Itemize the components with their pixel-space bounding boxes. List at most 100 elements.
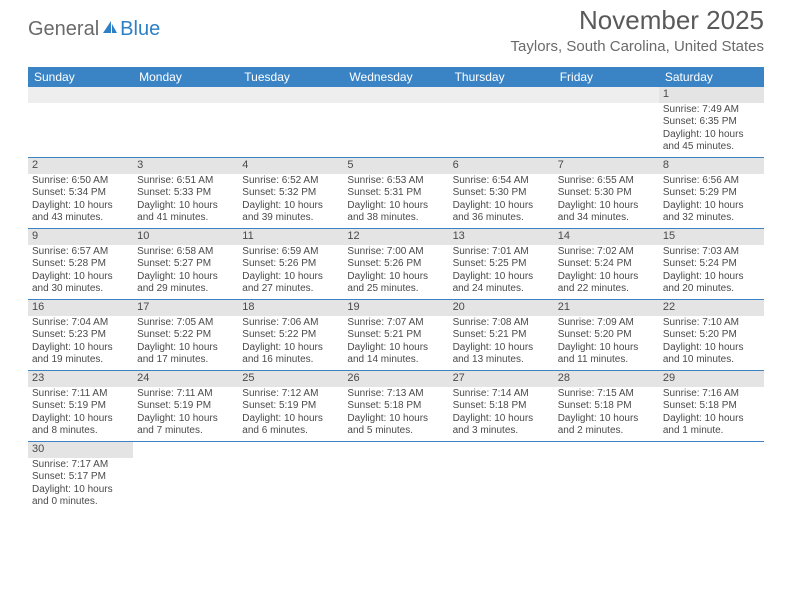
day-number: 22 <box>659 300 764 316</box>
day-number: 3 <box>133 158 238 174</box>
day-cell: 21Sunrise: 7:09 AMSunset: 5:20 PMDayligh… <box>554 300 659 370</box>
day-cell: 6Sunrise: 6:54 AMSunset: 5:30 PMDaylight… <box>449 158 554 228</box>
sunset-line: Sunset: 5:34 PM <box>32 187 129 200</box>
day-number: 6 <box>449 158 554 174</box>
sunrise-line: Sunrise: 6:51 AM <box>137 175 234 188</box>
daylight-line: Daylight: 10 hours and 11 minutes. <box>558 342 655 367</box>
empty-day-cell <box>343 87 448 157</box>
day-cell: 19Sunrise: 7:07 AMSunset: 5:21 PMDayligh… <box>343 300 448 370</box>
daylight-line: Daylight: 10 hours and 29 minutes. <box>137 271 234 296</box>
day-cell: 22Sunrise: 7:10 AMSunset: 5:20 PMDayligh… <box>659 300 764 370</box>
sunset-line: Sunset: 5:24 PM <box>663 258 760 271</box>
day-cell: 1Sunrise: 7:49 AMSunset: 6:35 PMDaylight… <box>659 87 764 157</box>
sunrise-line: Sunrise: 7:13 AM <box>347 388 444 401</box>
week-row: 30Sunrise: 7:17 AMSunset: 5:17 PMDayligh… <box>28 442 764 512</box>
logo-text-blue: Blue <box>120 18 160 41</box>
daylight-line: Daylight: 10 hours and 43 minutes. <box>32 200 129 225</box>
day-cell: 20Sunrise: 7:08 AMSunset: 5:21 PMDayligh… <box>449 300 554 370</box>
empty-day-cell <box>238 442 343 512</box>
sunset-line: Sunset: 5:23 PM <box>32 329 129 342</box>
day-cell: 17Sunrise: 7:05 AMSunset: 5:22 PMDayligh… <box>133 300 238 370</box>
sunrise-line: Sunrise: 7:08 AM <box>453 317 550 330</box>
empty-band <box>449 87 554 103</box>
dow-cell: Tuesday <box>238 67 343 87</box>
sunrise-line: Sunrise: 6:59 AM <box>242 246 339 259</box>
sunset-line: Sunset: 5:20 PM <box>663 329 760 342</box>
sunrise-line: Sunrise: 7:00 AM <box>347 246 444 259</box>
daylight-line: Daylight: 10 hours and 3 minutes. <box>453 413 550 438</box>
day-number: 14 <box>554 229 659 245</box>
sunset-line: Sunset: 5:20 PM <box>558 329 655 342</box>
sunset-line: Sunset: 5:30 PM <box>558 187 655 200</box>
daylight-line: Daylight: 10 hours and 20 minutes. <box>663 271 760 296</box>
day-number: 11 <box>238 229 343 245</box>
sunset-line: Sunset: 5:26 PM <box>242 258 339 271</box>
empty-band <box>28 87 133 103</box>
sunset-line: Sunset: 5:24 PM <box>558 258 655 271</box>
day-number: 1 <box>659 87 764 103</box>
day-number: 19 <box>343 300 448 316</box>
day-cell: 30Sunrise: 7:17 AMSunset: 5:17 PMDayligh… <box>28 442 133 512</box>
daylight-line: Daylight: 10 hours and 25 minutes. <box>347 271 444 296</box>
empty-day-cell <box>449 87 554 157</box>
day-cell: 29Sunrise: 7:16 AMSunset: 5:18 PMDayligh… <box>659 371 764 441</box>
daylight-line: Daylight: 10 hours and 39 minutes. <box>242 200 339 225</box>
daylight-line: Daylight: 10 hours and 2 minutes. <box>558 413 655 438</box>
day-number: 21 <box>554 300 659 316</box>
sunrise-line: Sunrise: 6:53 AM <box>347 175 444 188</box>
day-cell: 2Sunrise: 6:50 AMSunset: 5:34 PMDaylight… <box>28 158 133 228</box>
daylight-line: Daylight: 10 hours and 34 minutes. <box>558 200 655 225</box>
daylight-line: Daylight: 10 hours and 10 minutes. <box>663 342 760 367</box>
daylight-line: Daylight: 10 hours and 19 minutes. <box>32 342 129 367</box>
sunrise-line: Sunrise: 7:17 AM <box>32 459 129 472</box>
day-cell: 24Sunrise: 7:11 AMSunset: 5:19 PMDayligh… <box>133 371 238 441</box>
daylight-line: Daylight: 10 hours and 36 minutes. <box>453 200 550 225</box>
empty-day-cell <box>133 87 238 157</box>
logo-text-general: General <box>28 18 99 41</box>
sunset-line: Sunset: 5:25 PM <box>453 258 550 271</box>
sunrise-line: Sunrise: 7:02 AM <box>558 246 655 259</box>
day-number: 30 <box>28 442 133 458</box>
day-number: 16 <box>28 300 133 316</box>
day-cell: 3Sunrise: 6:51 AMSunset: 5:33 PMDaylight… <box>133 158 238 228</box>
week-row: 23Sunrise: 7:11 AMSunset: 5:19 PMDayligh… <box>28 371 764 442</box>
day-cell: 4Sunrise: 6:52 AMSunset: 5:32 PMDaylight… <box>238 158 343 228</box>
sunset-line: Sunset: 5:18 PM <box>663 400 760 413</box>
sunrise-line: Sunrise: 7:16 AM <box>663 388 760 401</box>
sunset-line: Sunset: 5:21 PM <box>347 329 444 342</box>
sunrise-line: Sunrise: 7:49 AM <box>663 104 760 117</box>
daylight-line: Daylight: 10 hours and 32 minutes. <box>663 200 760 225</box>
daylight-line: Daylight: 10 hours and 16 minutes. <box>242 342 339 367</box>
sunset-line: Sunset: 5:21 PM <box>453 329 550 342</box>
day-number: 2 <box>28 158 133 174</box>
sunset-line: Sunset: 6:35 PM <box>663 116 760 129</box>
sunrise-line: Sunrise: 7:11 AM <box>137 388 234 401</box>
day-number: 17 <box>133 300 238 316</box>
empty-band <box>133 87 238 103</box>
day-cell: 8Sunrise: 6:56 AMSunset: 5:29 PMDaylight… <box>659 158 764 228</box>
day-of-week-row: SundayMondayTuesdayWednesdayThursdayFrid… <box>28 67 764 87</box>
sunset-line: Sunset: 5:26 PM <box>347 258 444 271</box>
daylight-line: Daylight: 10 hours and 22 minutes. <box>558 271 655 296</box>
day-cell: 10Sunrise: 6:58 AMSunset: 5:27 PMDayligh… <box>133 229 238 299</box>
sunrise-line: Sunrise: 7:12 AM <box>242 388 339 401</box>
sunset-line: Sunset: 5:22 PM <box>242 329 339 342</box>
empty-day-cell <box>659 442 764 512</box>
sunset-line: Sunset: 5:22 PM <box>137 329 234 342</box>
sail-icon <box>101 18 119 41</box>
day-cell: 28Sunrise: 7:15 AMSunset: 5:18 PMDayligh… <box>554 371 659 441</box>
week-row: 2Sunrise: 6:50 AMSunset: 5:34 PMDaylight… <box>28 158 764 229</box>
sunrise-line: Sunrise: 6:54 AM <box>453 175 550 188</box>
sunrise-line: Sunrise: 6:57 AM <box>32 246 129 259</box>
daylight-line: Daylight: 10 hours and 8 minutes. <box>32 413 129 438</box>
dow-cell: Wednesday <box>343 67 448 87</box>
dow-cell: Monday <box>133 67 238 87</box>
empty-day-cell <box>554 442 659 512</box>
day-number: 29 <box>659 371 764 387</box>
sunset-line: Sunset: 5:31 PM <box>347 187 444 200</box>
daylight-line: Daylight: 10 hours and 30 minutes. <box>32 271 129 296</box>
daylight-line: Daylight: 10 hours and 7 minutes. <box>137 413 234 438</box>
daylight-line: Daylight: 10 hours and 45 minutes. <box>663 129 760 154</box>
page-header: GeneralBlue November 2025 Taylors, South… <box>0 0 792 59</box>
day-number: 5 <box>343 158 448 174</box>
